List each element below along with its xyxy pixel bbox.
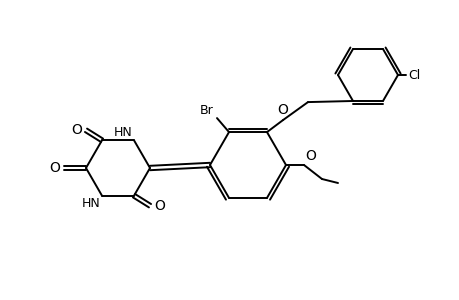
Text: O: O	[71, 123, 82, 137]
Text: HN: HN	[82, 197, 101, 210]
Text: Cl: Cl	[407, 68, 420, 82]
Text: Br: Br	[200, 104, 213, 117]
Text: O: O	[277, 103, 288, 117]
Text: O: O	[154, 199, 164, 213]
Text: O: O	[304, 149, 315, 163]
Text: HN: HN	[114, 126, 133, 139]
Text: O: O	[49, 161, 60, 175]
